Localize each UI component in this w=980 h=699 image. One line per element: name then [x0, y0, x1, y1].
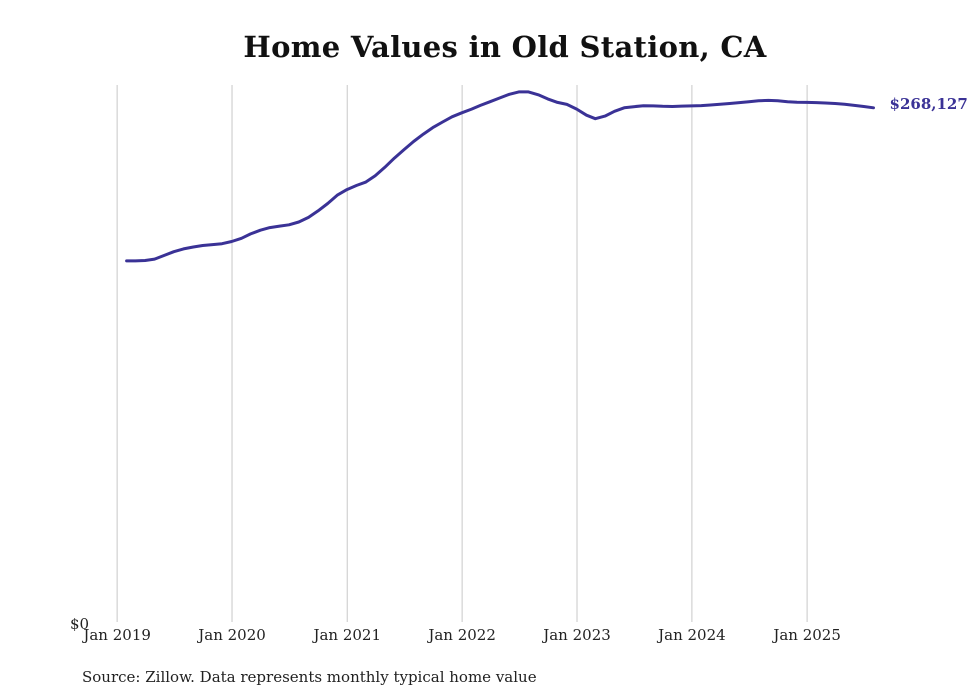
y-axis-zero-label: $0 [70, 615, 89, 633]
grid-lines [116, 85, 808, 622]
x-tick-label-0: Jan 2019 [81, 626, 151, 644]
source-note: Source: Zillow. Data represents monthly … [82, 668, 537, 686]
chart-title: Home Values in Old Station, CA [243, 30, 767, 64]
x-tick-label-1: Jan 2020 [196, 626, 266, 644]
home-value-line [125, 90, 875, 263]
x-tick-label-5: Jan 2024 [656, 626, 726, 644]
x-axis-tick-labels: Jan 2019 Jan 2020 Jan 2021 Jan 2022 Jan 2023… [81, 626, 841, 644]
end-value-label: $268,127 [890, 95, 968, 113]
x-tick-label-6: Jan 2025 [771, 626, 841, 644]
x-tick-label-3: Jan 2022 [426, 626, 496, 644]
x-tick-label-4: Jan 2023 [541, 626, 611, 644]
x-tick-label-2: Jan 2021 [311, 626, 381, 644]
